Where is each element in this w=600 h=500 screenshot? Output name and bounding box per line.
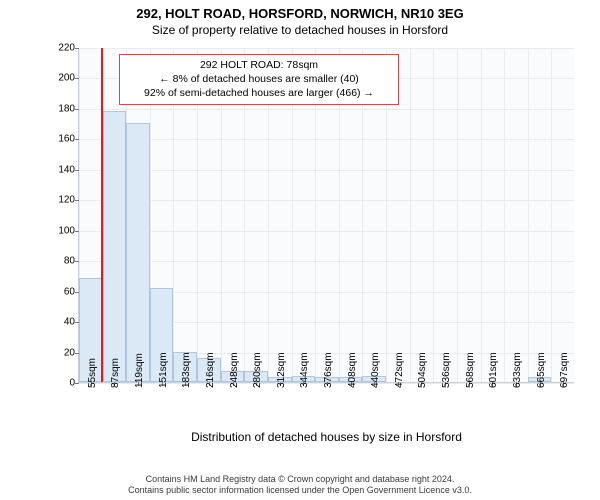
x-tick-label: 216sqm — [205, 352, 216, 388]
gridline-horizontal — [79, 139, 574, 140]
y-tick-label: 160 — [58, 134, 75, 145]
y-tick-label: 100 — [58, 225, 75, 236]
gridline-vertical — [504, 48, 505, 382]
x-tick-label: 280sqm — [252, 352, 263, 388]
gridline-horizontal — [79, 109, 574, 110]
x-tick-label: 376sqm — [323, 352, 334, 388]
x-tick-label: 87sqm — [110, 358, 121, 388]
reference-line — [101, 48, 103, 382]
gridline-vertical — [457, 48, 458, 382]
annotation-line: ← 8% of detached houses are smaller (40) — [128, 72, 390, 86]
x-tick-label: 665sqm — [536, 352, 547, 388]
gridline-horizontal — [79, 48, 574, 49]
x-tick-label: 472sqm — [394, 352, 405, 388]
x-tick-label: 183sqm — [181, 352, 192, 388]
x-tick-label: 568sqm — [465, 352, 476, 388]
gridline-horizontal — [79, 231, 574, 232]
histogram-chart: Number of detached properties Distributi… — [50, 48, 580, 416]
y-tick-label: 60 — [64, 286, 75, 297]
x-tick-label: 633sqm — [512, 352, 523, 388]
x-tick-label: 504sqm — [417, 352, 428, 388]
annotation-line: 292 HOLT ROAD: 78sqm — [128, 58, 390, 72]
page-subtitle: Size of property relative to detached ho… — [0, 23, 600, 37]
gridline-horizontal — [79, 200, 574, 201]
histogram-bar — [103, 111, 127, 382]
gridline-vertical — [551, 48, 552, 382]
x-tick-label: 440sqm — [370, 352, 381, 388]
x-tick-label: 601sqm — [488, 352, 499, 388]
x-tick-label: 55sqm — [87, 358, 98, 388]
x-tick-label: 312sqm — [276, 352, 287, 388]
y-tick-mark — [75, 383, 79, 384]
y-tick-label: 80 — [64, 256, 75, 267]
x-tick-label: 248sqm — [229, 352, 240, 388]
annotation-line: 92% of semi-detached houses are larger (… — [128, 86, 390, 100]
y-tick-label: 220 — [58, 43, 75, 54]
annotation-box: 292 HOLT ROAD: 78sqm← 8% of detached hou… — [119, 54, 399, 105]
x-tick-label: 151sqm — [158, 352, 169, 388]
y-tick-label: 20 — [64, 347, 75, 358]
footer-line-2: Contains public sector information licen… — [0, 485, 600, 496]
histogram-bar — [126, 123, 150, 382]
y-tick-label: 140 — [58, 164, 75, 175]
y-tick-label: 200 — [58, 73, 75, 84]
gridline-vertical — [481, 48, 482, 382]
page-title: 292, HOLT ROAD, HORSFORD, NORWICH, NR10 … — [0, 6, 600, 21]
footer-attribution: Contains HM Land Registry data © Crown c… — [0, 474, 600, 497]
x-tick-label: 536sqm — [441, 352, 452, 388]
plot-area: Number of detached properties Distributi… — [78, 48, 574, 383]
x-tick-label: 344sqm — [299, 352, 310, 388]
x-tick-label: 408sqm — [347, 352, 358, 388]
x-tick-label: 697sqm — [559, 352, 570, 388]
footer-line-1: Contains HM Land Registry data © Crown c… — [0, 474, 600, 485]
y-tick-label: 40 — [64, 317, 75, 328]
gridline-vertical — [433, 48, 434, 382]
gridline-vertical — [528, 48, 529, 382]
gridline-horizontal — [79, 261, 574, 262]
y-tick-label: 0 — [69, 378, 75, 389]
gridline-horizontal — [79, 170, 574, 171]
x-axis-label: Distribution of detached houses by size … — [79, 430, 574, 444]
x-tick-label: 119sqm — [134, 353, 145, 388]
y-tick-label: 120 — [58, 195, 75, 206]
y-tick-label: 180 — [58, 103, 75, 114]
gridline-vertical — [410, 48, 411, 382]
